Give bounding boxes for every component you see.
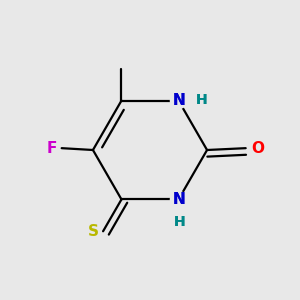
Text: H: H bbox=[196, 93, 208, 107]
Text: S: S bbox=[88, 224, 99, 239]
Circle shape bbox=[170, 191, 187, 208]
Text: O: O bbox=[251, 141, 264, 156]
Text: N: N bbox=[172, 192, 185, 207]
Text: H: H bbox=[173, 215, 185, 229]
Text: F: F bbox=[47, 141, 57, 156]
Text: N: N bbox=[172, 192, 185, 207]
Text: H: H bbox=[196, 93, 208, 107]
Text: N: N bbox=[172, 93, 185, 108]
Text: H: H bbox=[173, 215, 185, 229]
Circle shape bbox=[170, 92, 187, 109]
Text: N: N bbox=[172, 93, 185, 108]
